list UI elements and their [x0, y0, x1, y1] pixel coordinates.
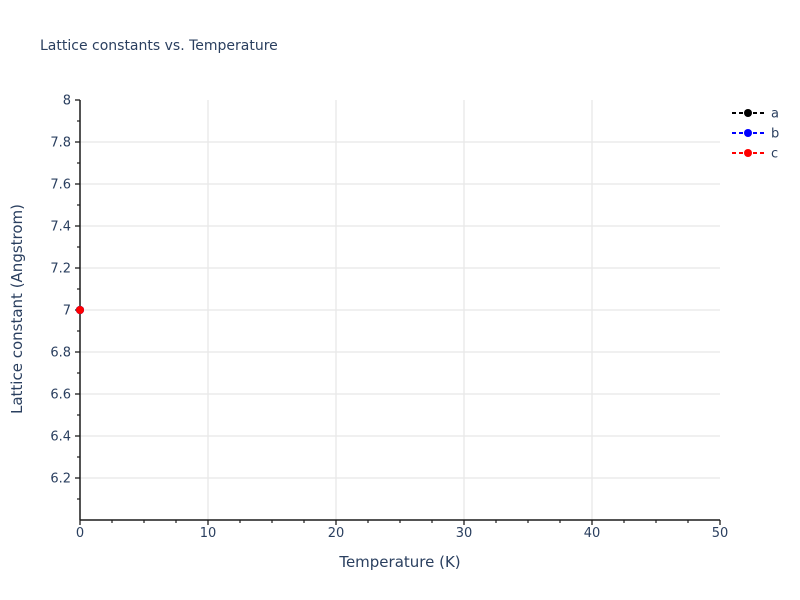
y-tick-label: 6.2 — [50, 472, 71, 487]
legend-label-c: c — [771, 147, 778, 162]
tick-labels: 0 10 20 30 40 50 6.2 6.4 6.6 6.8 7 7.2 7.4 7.6 7.8 8 — [50, 94, 728, 542]
data-point-c[interactable] — [76, 306, 84, 314]
x-tick-label: 30 — [456, 526, 473, 541]
x-tick-label: 10 — [200, 526, 217, 541]
y-tick-label: 8 — [63, 94, 71, 109]
y-tick-label: 6.8 — [50, 346, 71, 361]
legend-marker-b — [744, 129, 752, 137]
chart-title: Lattice constants vs. Temperature — [40, 38, 278, 54]
x-axis-title: Temperature (K) — [338, 553, 460, 571]
x-tick-label: 40 — [584, 526, 601, 541]
legend-marker-a — [744, 109, 752, 117]
gridlines — [80, 100, 720, 520]
x-tick-label: 0 — [76, 526, 84, 541]
legend-entry-c[interactable]: c — [732, 147, 778, 162]
legend-label-a: a — [771, 107, 779, 122]
y-tick-label: 7.8 — [50, 136, 71, 151]
legend-marker-c — [744, 149, 752, 157]
x-tick-label: 20 — [328, 526, 345, 541]
data-points — [76, 306, 84, 314]
y-tick-label: 7.2 — [50, 262, 71, 277]
y-axis-title: Lattice constant (Angstrom) — [8, 204, 26, 414]
y-tick-label: 7 — [63, 304, 71, 319]
y-tick-label: 7.4 — [50, 220, 71, 235]
x-tick-label: 50 — [712, 526, 729, 541]
axes — [75, 99, 721, 525]
y-tick-label: 6.6 — [50, 388, 71, 403]
y-tick-label: 6.4 — [50, 430, 71, 445]
legend: abc — [732, 107, 779, 162]
legend-entry-b[interactable]: b — [732, 127, 779, 142]
legend-label-b: b — [771, 127, 779, 142]
y-tick-label: 7.6 — [50, 178, 71, 193]
legend-entry-a[interactable]: a — [732, 107, 779, 122]
